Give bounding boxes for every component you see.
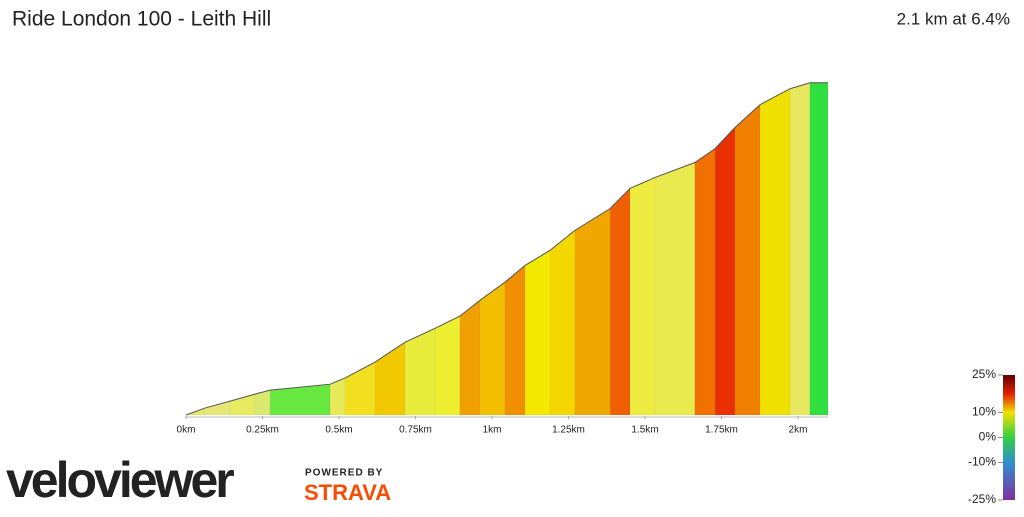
gradient-segment <box>459 299 481 416</box>
powered-by: POWERED BY <box>305 468 383 479</box>
gradient-segment <box>609 187 631 416</box>
x-tick-label: 1.75km <box>705 425 738 436</box>
gradient-segment <box>434 315 461 416</box>
gradient-segment <box>549 229 576 416</box>
gradient-segment <box>479 281 506 416</box>
gradient-segment <box>734 104 761 416</box>
x-tick-label: 0km <box>177 425 196 436</box>
gradient-segment <box>524 249 551 416</box>
gradient-segment <box>204 400 231 416</box>
strava: STRAVA <box>304 480 391 505</box>
gradient-segment <box>694 148 716 416</box>
x-tick-label: 0.75km <box>399 425 432 436</box>
gradient-segment <box>809 82 829 416</box>
x-tick-label: 0.5km <box>325 425 352 436</box>
gradient-segment <box>374 341 406 416</box>
x-tick-label: 0.25km <box>246 425 279 436</box>
colorbar-tick-label: -25% <box>968 492 996 506</box>
chart-title: Ride London 100 - Leith Hill <box>12 8 271 31</box>
gradient-segment <box>789 82 811 416</box>
profile-line <box>185 82 828 416</box>
chart-subtitle: 2.1 km at 6.4% <box>897 9 1010 28</box>
x-tick-label: 2km <box>789 425 808 436</box>
x-tick-label: 1.5km <box>631 425 658 436</box>
gradient-segment <box>714 126 736 416</box>
colorbar <box>1003 375 1015 500</box>
logo: veloviewer <box>6 452 234 508</box>
gradient-segment <box>574 208 611 416</box>
x-tick-label: 1.25km <box>552 425 585 436</box>
gradient-segment <box>654 162 696 416</box>
x-tick-label: 1km <box>483 425 502 436</box>
gradient-segment <box>759 88 791 416</box>
gradient-segment <box>629 177 656 416</box>
gradient-segment <box>404 327 436 416</box>
colorbar-tick-label: 0% <box>979 430 997 444</box>
colorbar-tick-label: -10% <box>968 455 996 469</box>
gradient-segment <box>504 264 526 416</box>
colorbar-tick-label: 25% <box>972 367 996 381</box>
colorbar-tick-label: 10% <box>972 405 996 419</box>
